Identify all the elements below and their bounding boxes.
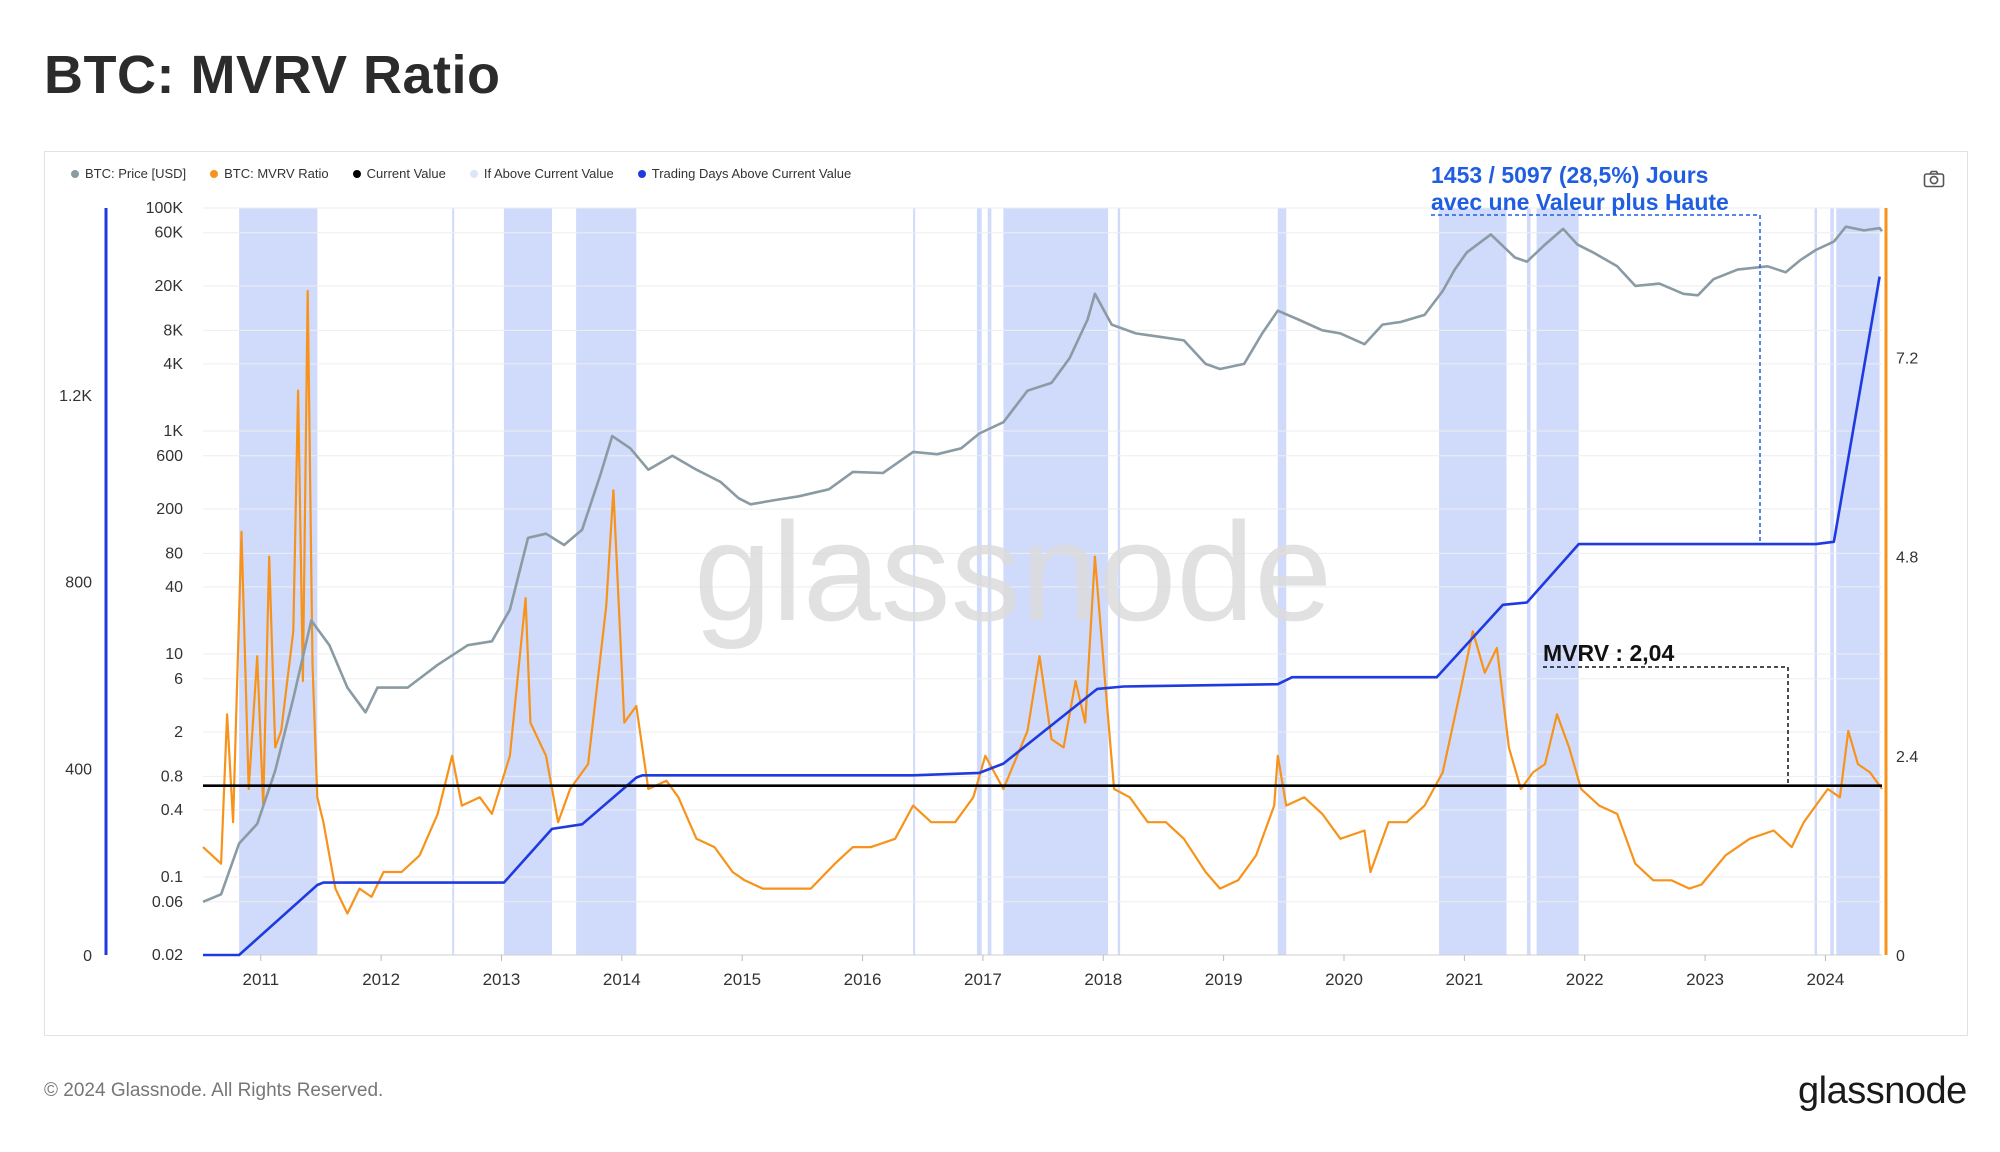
- x-tick-label: 2016: [844, 970, 882, 989]
- x-tick-label: 2023: [1686, 970, 1724, 989]
- legend-item[interactable]: If Above Current Value: [469, 166, 614, 181]
- days-tick-label: 400: [65, 761, 92, 778]
- shaded-interval: [913, 208, 916, 955]
- legend-item[interactable]: Current Value: [352, 166, 446, 181]
- chart-legend: BTC: Price [USD] BTC: MVRV Ratio Current V…: [71, 166, 851, 181]
- annotations: 1453 / 5097 (28,5%) Jours avec une Valeu…: [1431, 162, 1789, 784]
- x-tick-label: 2022: [1566, 970, 1604, 989]
- mvrv-line: [202, 289, 1883, 915]
- price-tick-label: 60K: [155, 225, 184, 242]
- shaded-interval: [987, 208, 992, 955]
- legend-marker: [352, 169, 361, 178]
- legend-marker: [210, 169, 219, 178]
- shaded-interval: [1536, 208, 1579, 955]
- legend-label: Current Value: [366, 166, 446, 181]
- price-tick-label: 4K: [163, 356, 183, 373]
- shaded-interval: [1117, 208, 1121, 955]
- footer-copyright: © 2024 Glassnode. All Rights Reserved.: [44, 1080, 384, 1101]
- shaded-interval: [1526, 208, 1531, 955]
- price-tick-label: 10: [165, 646, 183, 663]
- days-tick-label: 800: [65, 575, 92, 592]
- days-tick-label: 0: [83, 948, 92, 965]
- shaded-interval: [1836, 208, 1880, 955]
- shaded-interval: [1830, 208, 1834, 955]
- legend-marker: [71, 169, 79, 178]
- shaded-interval: [1003, 208, 1109, 955]
- shaded-interval: [976, 208, 982, 955]
- price-tick-label: 600: [156, 448, 183, 465]
- price-tick-label: 40: [165, 579, 183, 596]
- mvrv-tick-label: 2.4: [1896, 749, 1918, 766]
- x-tick-label: 2012: [362, 970, 400, 989]
- legend-marker: [637, 169, 646, 178]
- price-tick-label: 0.06: [152, 894, 183, 911]
- legend-item[interactable]: Trading Days Above Current Value: [637, 166, 852, 181]
- x-tick-label: 2021: [1445, 970, 1483, 989]
- shaded-interval: [576, 208, 637, 955]
- mvrv-tick-label: 7.2: [1896, 350, 1918, 367]
- legend-label: If Above Current Value: [483, 166, 614, 181]
- price-tick-label: 2: [174, 724, 183, 741]
- mvrv-annotation-leader: [1543, 666, 1789, 784]
- grid: [203, 207, 1882, 956]
- legend-label: Trading Days Above Current Value: [651, 166, 852, 181]
- glassnode-logo: glassnode: [1798, 1070, 1967, 1112]
- legend-item[interactable]: BTC: Price [USD]: [71, 166, 186, 181]
- x-tick-label: 2018: [1084, 970, 1122, 989]
- price-tick-label: 0.4: [161, 802, 183, 819]
- shaded-interval: [503, 208, 553, 955]
- x-tick-label: 2017: [964, 970, 1002, 989]
- price-tick-label: 8K: [163, 322, 183, 339]
- price-line: [202, 225, 1884, 904]
- shaded-interval: [452, 208, 455, 955]
- x-tick-label: 2015: [723, 970, 761, 989]
- mvrv-tick-label: 4.8: [1896, 550, 1918, 567]
- x-tick-label: 2019: [1205, 970, 1243, 989]
- x-tick-label: 2024: [1807, 970, 1845, 989]
- axes: 100K 60K 20K 8K 4K 1K 600 200 80 40 10 6 2 0.8 0.4 0.1 0…: [59, 200, 1918, 989]
- shaded-interval: [1277, 208, 1287, 955]
- legend-marker: [469, 169, 478, 178]
- x-tick-label: 2014: [603, 970, 641, 989]
- legend-label: BTC: MVRV Ratio: [224, 166, 329, 181]
- shaded-interval: [239, 208, 318, 955]
- price-tick-label: 6: [174, 671, 183, 688]
- watermark: glassnode: [694, 493, 1332, 650]
- price-tick-label: 1K: [163, 423, 183, 440]
- price-tick-label: 200: [156, 501, 183, 518]
- days-annotation-line2: avec une Valeur plus Haute: [1431, 189, 1729, 215]
- days-tick-label: 1.2K: [59, 388, 92, 405]
- price-tick-label: 0.8: [161, 768, 183, 785]
- x-tick-label: 2011: [242, 970, 279, 989]
- price-tick-label: 20K: [155, 278, 184, 295]
- series: [202, 225, 1884, 957]
- shaded-interval: [1439, 208, 1507, 955]
- camera-icon[interactable]: [1923, 170, 1945, 188]
- shaded-interval: [1814, 208, 1818, 955]
- days-annotation-leader: [1431, 214, 1761, 545]
- mvrv-tick-label: 0: [1896, 948, 1905, 965]
- price-tick-label: 100K: [146, 200, 184, 217]
- x-tick-label: 2020: [1325, 970, 1363, 989]
- days-annotation-line1: 1453 / 5097 (28,5%) Jours: [1431, 162, 1708, 188]
- legend-label: BTC: Price [USD]: [85, 166, 187, 181]
- price-tick-label: 0.1: [161, 869, 183, 886]
- price-tick-label: 80: [165, 545, 183, 562]
- page-title: BTC: MVRV Ratio: [44, 45, 501, 105]
- x-tick-label: 2013: [483, 970, 521, 989]
- mvrv-annotation: MVRV : 2,04: [1543, 640, 1674, 666]
- price-tick-label: 0.02: [152, 947, 183, 964]
- legend-item[interactable]: BTC: MVRV Ratio: [210, 166, 329, 181]
- trading-days-line: [203, 276, 1881, 957]
